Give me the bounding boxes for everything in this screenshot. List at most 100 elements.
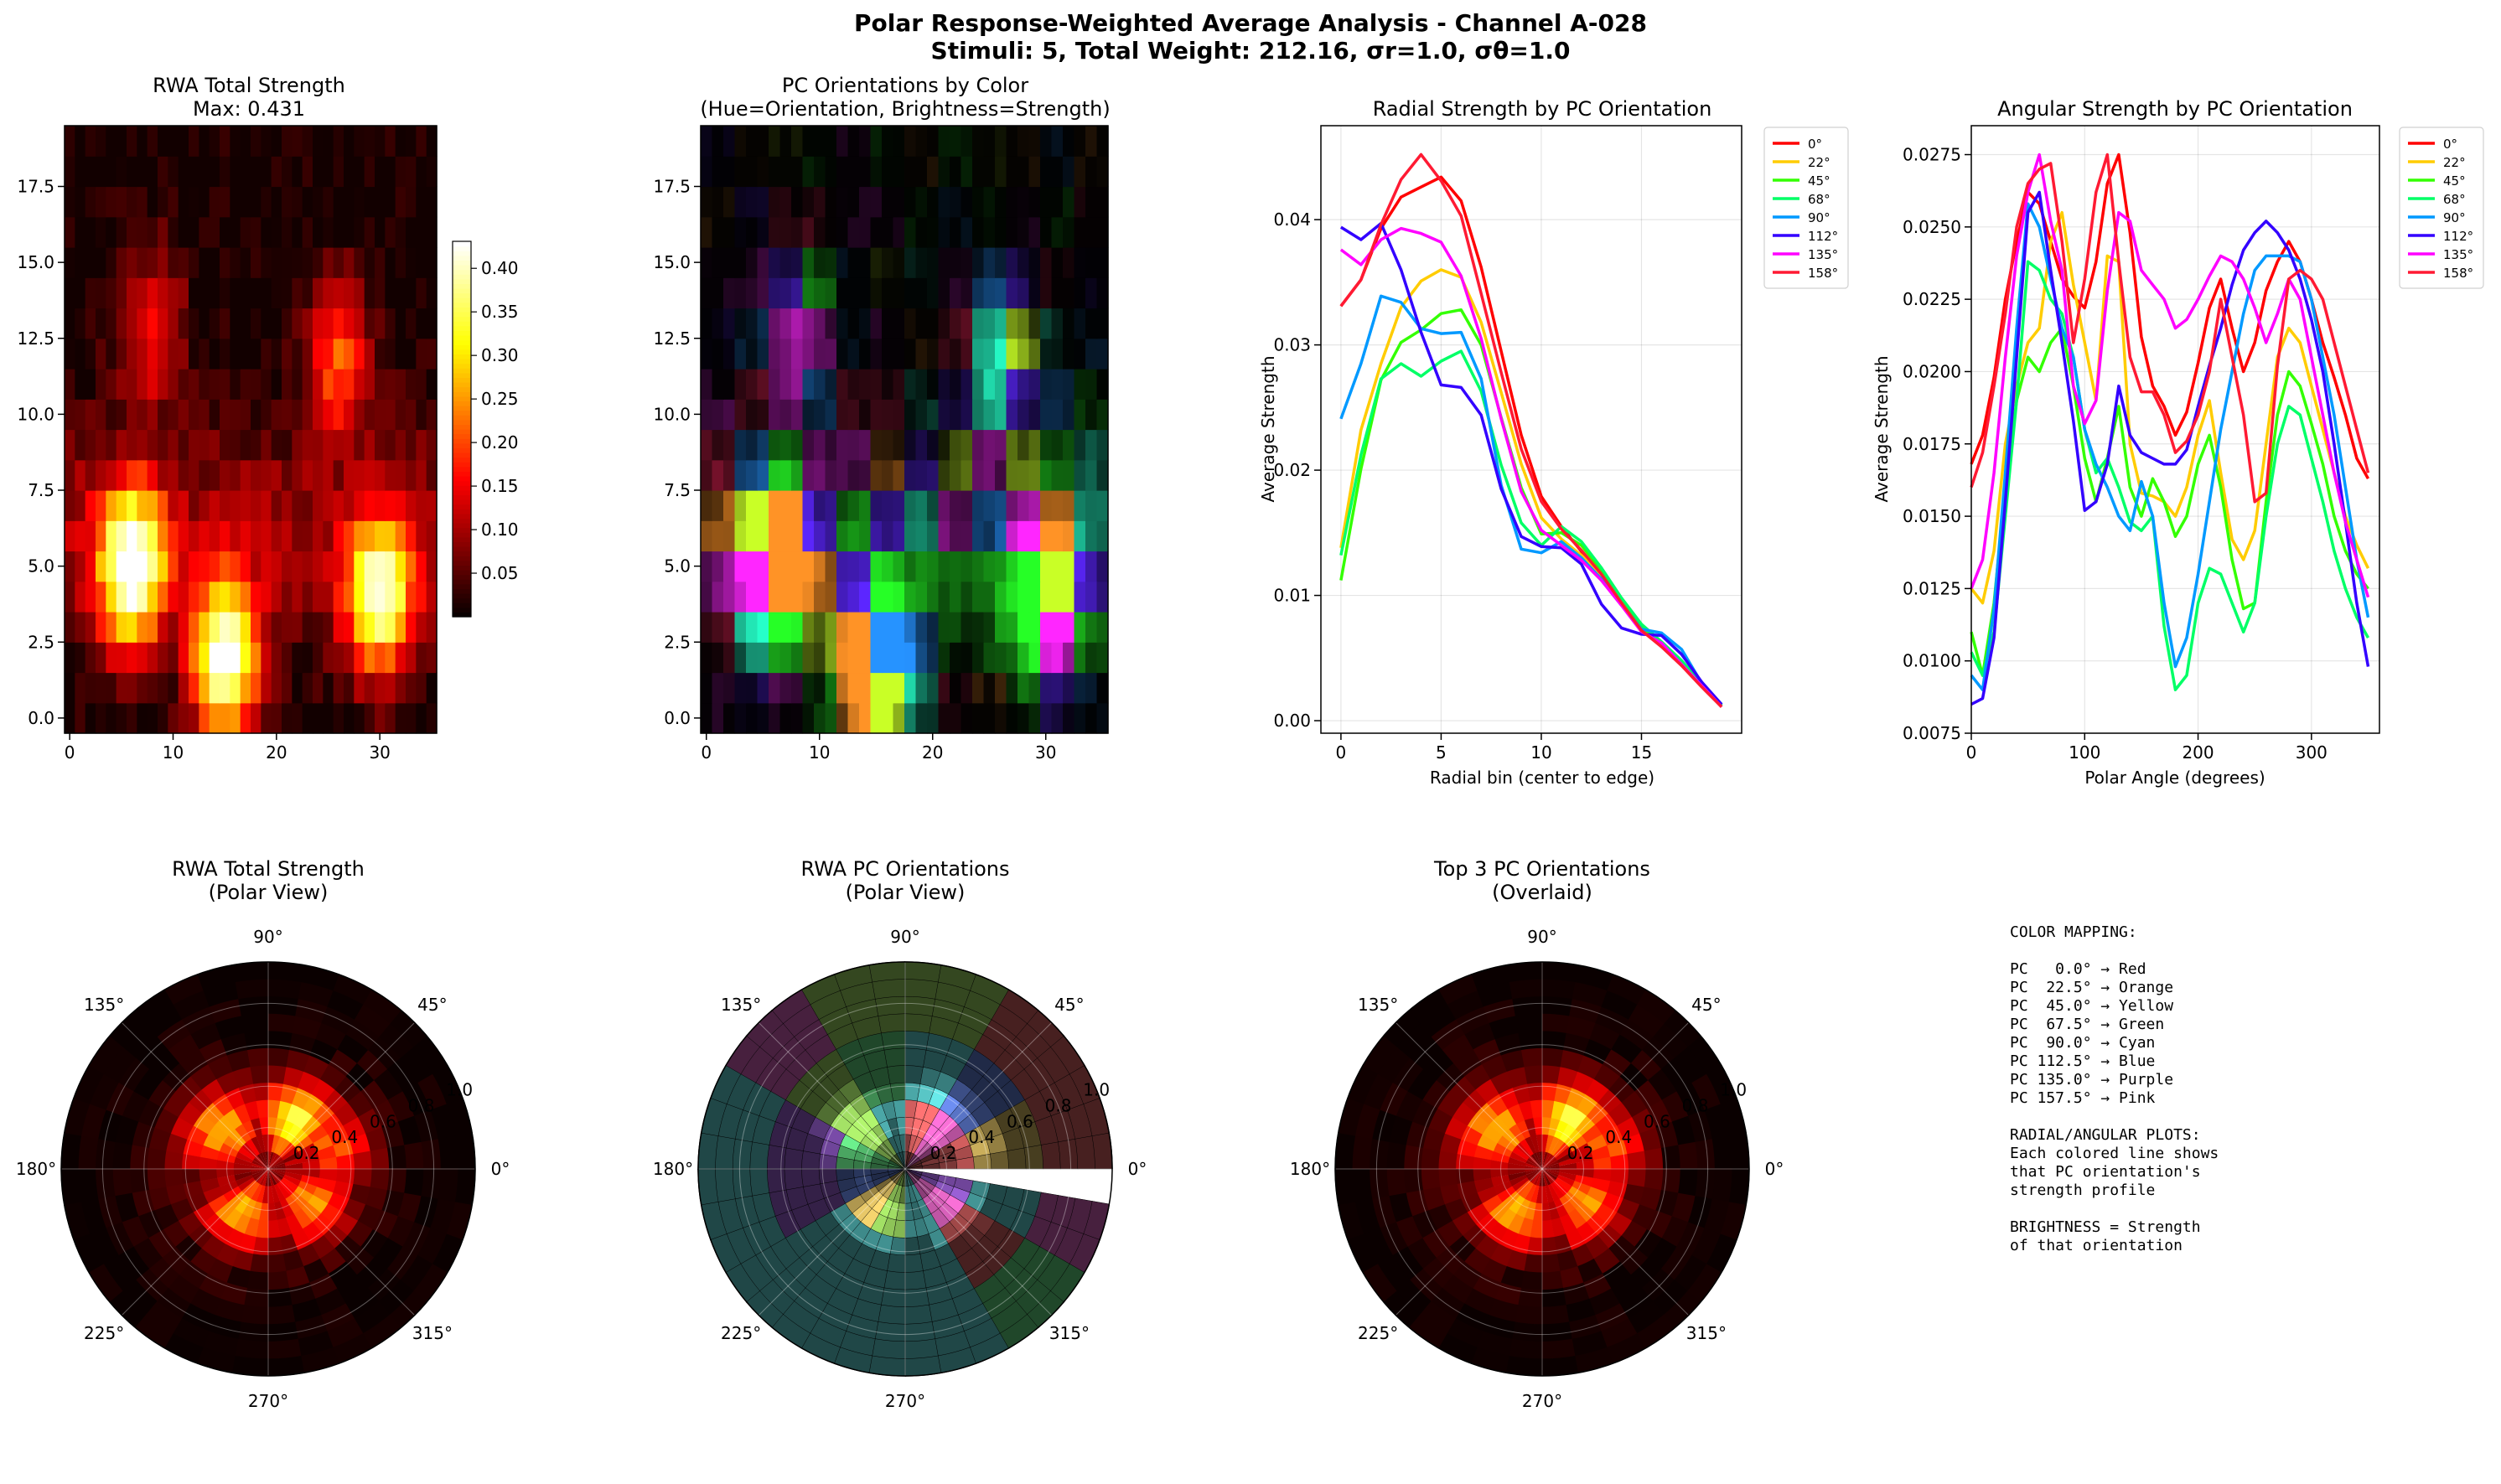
polar-cell	[1499, 1228, 1520, 1251]
heatmap-cell	[323, 369, 334, 400]
polar-cell	[1509, 1175, 1528, 1187]
heatmap-cell	[251, 216, 261, 248]
polar-cell	[1541, 1116, 1551, 1135]
polar-cell	[368, 1268, 401, 1302]
heatmap-cell	[1028, 338, 1041, 370]
heatmap-cell	[375, 126, 386, 157]
heatmap-cell	[1074, 308, 1086, 339]
heatmap-cell	[65, 490, 75, 521]
polar-cell	[1541, 995, 1572, 1016]
polar-cell	[386, 1057, 418, 1092]
heatmap-cell	[375, 247, 386, 278]
heatmap-cell	[1085, 308, 1098, 339]
polar-cell	[219, 1142, 239, 1158]
polar-cell	[1545, 1185, 1555, 1204]
polar-cell	[303, 1221, 324, 1244]
panel-radial-strength: Radial Strength by PC Orientation 0 5 10 15…	[1258, 97, 1849, 788]
heatmap-cell	[344, 126, 355, 157]
heatmap-cell	[406, 277, 417, 309]
polar-cell	[251, 1183, 263, 1202]
polar-cell	[97, 1196, 123, 1229]
heatmap-cell	[859, 277, 872, 309]
heatmap-cell	[127, 672, 137, 704]
info-line: PC 112.5° → Blue	[2010, 1052, 2155, 1070]
heatmap-cell	[1051, 216, 1064, 248]
polar-cell	[231, 961, 268, 983]
heatmap-cell	[927, 277, 940, 309]
series-line	[1970, 210, 2370, 605]
heatmap-cell	[734, 399, 747, 431]
polar-cell	[1695, 1168, 1716, 1199]
heatmap-cell	[904, 399, 917, 431]
heatmap-cell	[75, 612, 86, 643]
colorbar-tick-label: 0.05	[481, 563, 519, 583]
heatmap-cell	[1028, 126, 1041, 157]
radial-grid	[780, 1044, 1030, 1294]
heatmap-cell	[1085, 490, 1098, 521]
polar-cell	[386, 1168, 407, 1193]
polar-cell	[1448, 1076, 1476, 1103]
polar-cell	[122, 1216, 149, 1248]
heatmap-cell	[791, 672, 804, 704]
heatmap-cell	[416, 642, 427, 674]
polar-cell	[1508, 979, 1542, 1000]
colorbar-step	[453, 494, 471, 500]
heatmap-cell	[147, 490, 158, 521]
heatmap-cell	[385, 186, 396, 218]
heatmap-cell	[961, 277, 973, 309]
heatmap-cell	[882, 369, 894, 400]
heatmap-cell	[1074, 702, 1086, 734]
heatmap-cell	[426, 642, 438, 674]
radial-tick-label: 0.2	[293, 1143, 320, 1163]
heatmap-cell	[199, 216, 210, 248]
heatmap-cell	[734, 369, 747, 400]
polar-cell	[308, 1194, 329, 1214]
polar-cell	[1688, 1195, 1713, 1228]
heatmap-cell	[344, 186, 355, 218]
heatmap-cell	[802, 156, 815, 188]
heatmap-cell	[1040, 247, 1053, 278]
heatmap-cell	[292, 156, 303, 188]
heatmap-cell	[261, 186, 272, 218]
polar-cell	[314, 1022, 346, 1050]
polar-cell	[877, 1012, 906, 1034]
radial-tick-label: 1.0	[1720, 1079, 1747, 1099]
polar-cell	[1392, 1246, 1424, 1281]
polar-cell	[1442, 1275, 1474, 1305]
polar-cell	[226, 1266, 251, 1289]
heatmap-cell	[1051, 490, 1064, 521]
polar-cell	[374, 1237, 404, 1269]
heatmap-cell	[416, 429, 427, 461]
y-tick-label: 0.0275	[1903, 145, 1961, 165]
polar-cell	[293, 1109, 313, 1130]
heatmap-cell	[927, 459, 940, 491]
polar-cell	[1660, 1144, 1681, 1169]
polar-cell	[1533, 1152, 1542, 1169]
colorbar-tick-label: 0.25	[481, 389, 519, 409]
heatmap-cell	[814, 490, 826, 521]
heatmap-cell	[75, 490, 86, 521]
polar-cell	[354, 1300, 391, 1334]
polar-cell	[268, 1153, 280, 1169]
polar-cell	[1473, 1156, 1492, 1170]
heatmap-cell	[313, 338, 324, 370]
heatmap-cell	[354, 216, 365, 248]
polar-cell	[223, 1208, 243, 1229]
heatmap-cell	[354, 612, 365, 643]
heatmap-cell	[701, 156, 713, 188]
heatmap-cell	[1040, 156, 1053, 188]
heatmap-cell	[825, 369, 837, 400]
polar-cell	[1422, 1049, 1454, 1081]
heatmap-cell	[199, 308, 210, 339]
heatmap-cell	[147, 459, 158, 491]
polar-cell	[134, 1314, 174, 1349]
heatmap-cell	[723, 581, 736, 613]
heatmap-cell	[791, 459, 804, 491]
polar-cell	[1634, 1228, 1663, 1259]
polar-cell	[237, 995, 268, 1016]
polar-cell	[1354, 1198, 1380, 1235]
heatmap-cell	[251, 369, 261, 400]
heatmap-cell	[65, 338, 75, 370]
heatmap-cell	[271, 277, 282, 309]
heatmap-cell	[209, 247, 220, 278]
